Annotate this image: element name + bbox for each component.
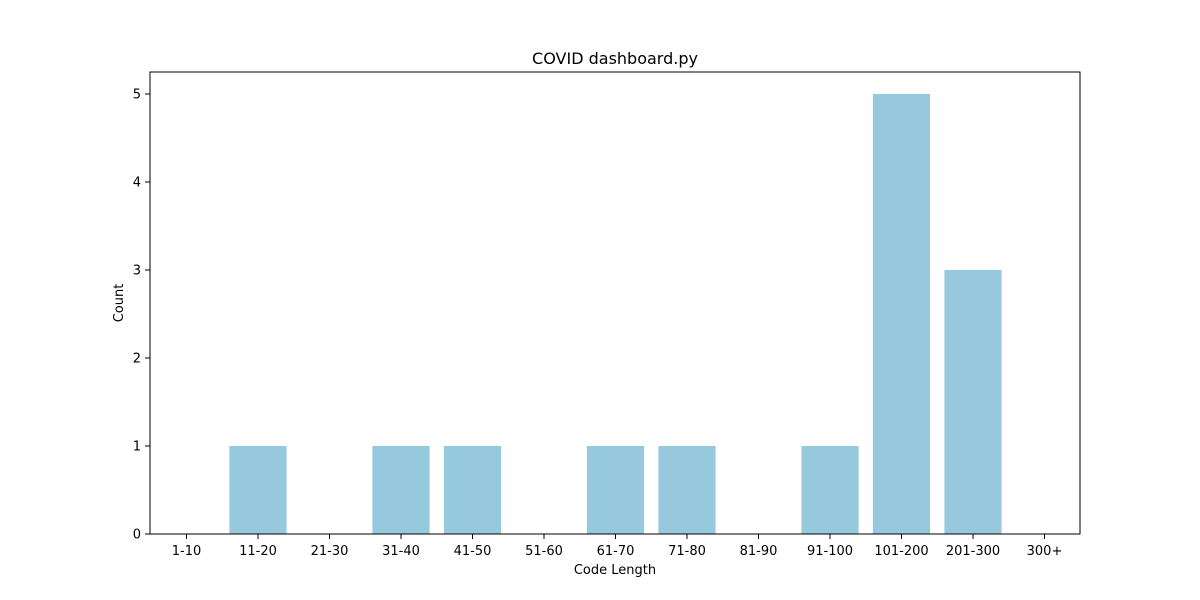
x-tick-label: 201-300 bbox=[946, 544, 1000, 559]
x-tick-label: 300+ bbox=[1027, 544, 1063, 559]
x-tick-label: 31-40 bbox=[382, 544, 420, 559]
y-axis-ticks: 0 1 2 3 4 5 bbox=[133, 88, 150, 543]
x-tick-label: 91-100 bbox=[807, 544, 853, 559]
bar-11-20 bbox=[229, 446, 287, 534]
plot-area-frame bbox=[149, 71, 1081, 535]
x-tick-label: 61-70 bbox=[597, 544, 635, 559]
bar-101-200 bbox=[872, 94, 931, 534]
x-tick-label: 21-30 bbox=[311, 544, 349, 559]
x-tick-label: 81-90 bbox=[740, 544, 778, 559]
bar-201-300 bbox=[944, 270, 1002, 534]
bar-31-40 bbox=[372, 446, 430, 534]
y-tick-label: 2 bbox=[133, 352, 141, 367]
x-tick-label: 71-80 bbox=[668, 544, 706, 559]
x-tick-label: 101-200 bbox=[874, 544, 928, 559]
bar-91-100 bbox=[801, 446, 859, 534]
y-tick-label: 5 bbox=[133, 88, 141, 103]
chart-title: COVID dashboard.py bbox=[532, 49, 698, 68]
bars-group bbox=[229, 94, 1002, 534]
bar-41-50 bbox=[443, 446, 502, 534]
y-tick-label: 4 bbox=[133, 176, 141, 191]
x-axis-label: Code Length bbox=[574, 563, 656, 578]
x-tick-label: 11-20 bbox=[239, 544, 277, 559]
y-tick-label: 3 bbox=[133, 264, 141, 279]
x-tick-label: 41-50 bbox=[454, 544, 492, 559]
bar-61-70 bbox=[586, 446, 645, 534]
x-axis-ticks: 1-10 11-20 21-30 31-40 41-50 51-60 61-70 71-80 8… bbox=[172, 534, 1063, 559]
bar-71-80 bbox=[658, 446, 716, 534]
x-tick-label: 51-60 bbox=[525, 544, 563, 559]
x-tick-label: 1-10 bbox=[172, 544, 202, 559]
y-axis-label: Count bbox=[112, 284, 127, 323]
y-tick-label: 1 bbox=[133, 440, 141, 455]
y-tick-label: 0 bbox=[133, 528, 141, 543]
